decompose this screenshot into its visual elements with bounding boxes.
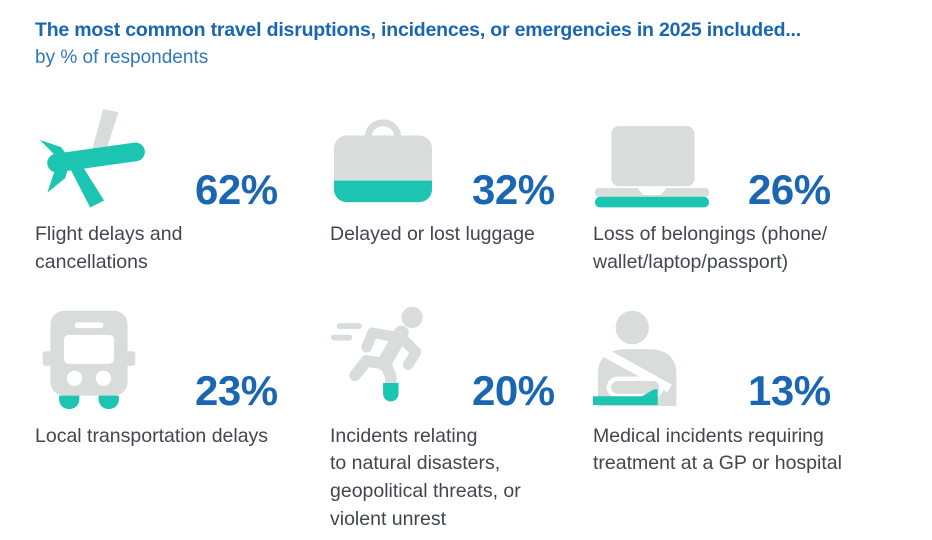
stat-card-local-transport: 23% Local transportation delays	[35, 297, 330, 534]
stat-row: 62%	[35, 95, 330, 214]
stat-value: 32%	[472, 166, 555, 214]
stat-row: 26%	[593, 95, 924, 214]
stat-label: Flight delays and cancellations	[35, 223, 183, 273]
injured-person-icon	[593, 304, 748, 410]
airplane-icon	[35, 102, 195, 208]
running-person-icon	[330, 300, 472, 410]
stat-row: 23%	[35, 297, 330, 415]
stat-card-loss-of-belongings: 26% Loss of belongings (phone/ wallet/la…	[593, 95, 924, 276]
stat-label: Incidents relating to natural disasters,…	[330, 424, 521, 530]
stat-value: 26%	[748, 166, 831, 214]
stat-label: Delayed or lost luggage	[330, 223, 535, 246]
page-title: The most common travel disruptions, inci…	[35, 19, 801, 41]
stat-card-flight-delays: 62% Flight delays and cancellations	[35, 95, 330, 276]
stat-value: 23%	[195, 367, 278, 415]
stats-grid: 62% Flight delays and cancellations 32% …	[35, 95, 924, 533]
stat-label: Loss of belongings (phone/ wallet/laptop…	[593, 223, 828, 273]
stat-value: 62%	[195, 166, 278, 214]
stat-row: 13%	[593, 297, 924, 415]
stat-row: 20%	[330, 297, 593, 415]
stat-card-medical-incidents: 13% Medical incidents requiring treatmen…	[593, 297, 924, 534]
stat-card-lost-luggage: 32% Delayed or lost luggage	[330, 95, 593, 276]
stat-card-incidents-unrest: 20% Incidents relating to natural disast…	[330, 297, 593, 534]
stat-row: 32%	[330, 95, 593, 214]
suitcase-icon	[330, 112, 472, 208]
stat-label: Medical incidents requiring treatment at…	[593, 424, 842, 475]
stat-value: 20%	[472, 367, 555, 415]
bus-icon	[35, 308, 195, 410]
stat-label: Local transportation delays	[35, 424, 269, 447]
stat-value: 13%	[748, 367, 831, 415]
laptop-icon	[593, 114, 748, 208]
page-subtitle: by % of respondents	[35, 47, 209, 69]
